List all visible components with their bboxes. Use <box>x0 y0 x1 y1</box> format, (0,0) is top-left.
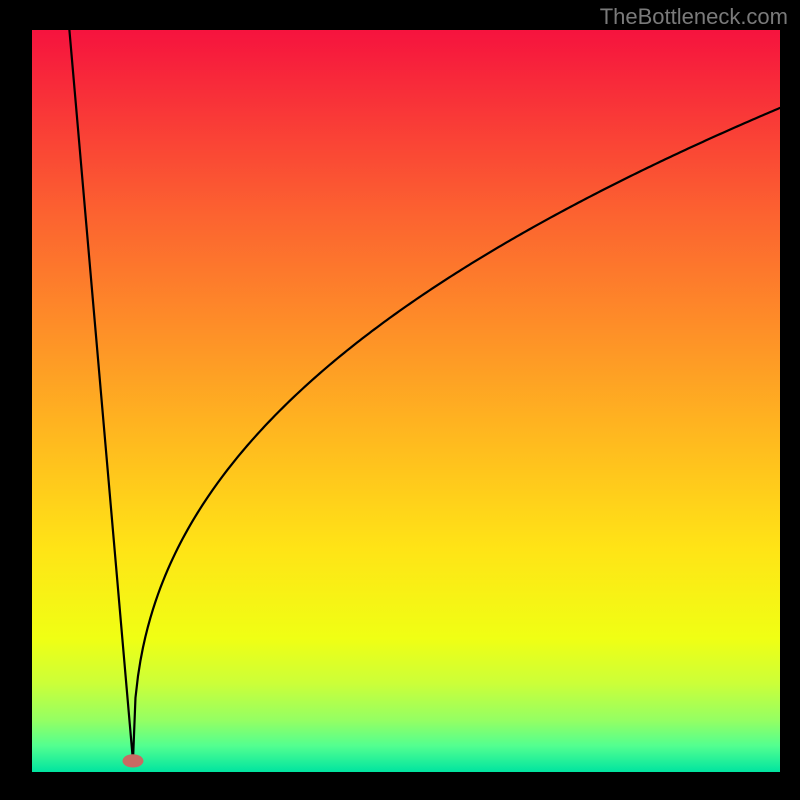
watermark-text: TheBottleneck.com <box>600 4 788 30</box>
chart-container: TheBottleneck.com <box>0 0 800 800</box>
plot-background <box>32 30 780 772</box>
bottleneck-chart <box>0 0 800 800</box>
minimum-marker <box>123 754 144 767</box>
